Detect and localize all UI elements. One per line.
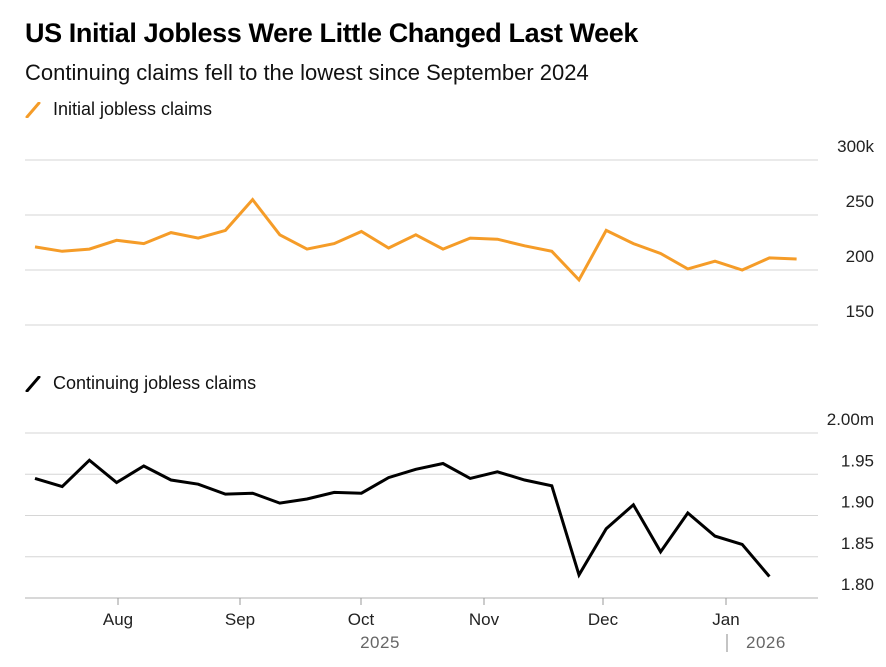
x-tick-label: Aug (103, 610, 133, 629)
year-label: 2025 (360, 633, 400, 652)
x-axis: Aug Sep Oct Nov Dec Jan 2025 2026 (103, 598, 786, 652)
y-tick-label: 250 (846, 192, 874, 211)
legend-label-initial: Initial jobless claims (53, 99, 213, 119)
y-tick-label: 200 (846, 247, 874, 266)
x-tick-label: Oct (348, 610, 375, 629)
initial-claims-gridlines (25, 159, 818, 326)
y-tick-label: 1.95 (841, 451, 874, 470)
year-label: 2026 (746, 633, 786, 652)
x-tick-label: Dec (588, 610, 619, 629)
x-tick-label: Jan (712, 610, 739, 629)
legend-continuing-claims: Continuing jobless claims (25, 373, 256, 394)
y-tick-label: 2.00m (827, 410, 874, 429)
y-tick-label: 300k (837, 137, 874, 156)
chart-title: US Initial Jobless Were Little Changed L… (25, 18, 638, 48)
legend-label-continuing: Continuing jobless claims (53, 373, 257, 393)
initial-claims-series (34, 197, 797, 283)
y-tick-label: 150 (846, 302, 874, 321)
initial-claims-y-axis: 300k 250 200 150 (837, 137, 874, 321)
y-tick-label: 1.85 (841, 534, 874, 553)
legend-initial-claims: Initial jobless claims (25, 99, 212, 120)
y-tick-label: 1.90 (841, 493, 874, 512)
legend-swatch-orange (25, 101, 41, 118)
chart-subtitle: Continuing claims fell to the lowest sin… (25, 60, 589, 85)
x-tick-label: Sep (225, 610, 255, 629)
series-line (34, 458, 771, 579)
continuing-claims-y-axis: 2.00m 1.95 1.90 1.85 1.80 (827, 410, 874, 594)
continuing-claims-gridlines (25, 432, 818, 599)
legend-swatch-black (25, 375, 41, 392)
x-tick-label: Nov (469, 610, 500, 629)
y-tick-label: 1.80 (841, 575, 874, 594)
continuing-claims-series (34, 458, 771, 579)
series-line (34, 197, 797, 283)
